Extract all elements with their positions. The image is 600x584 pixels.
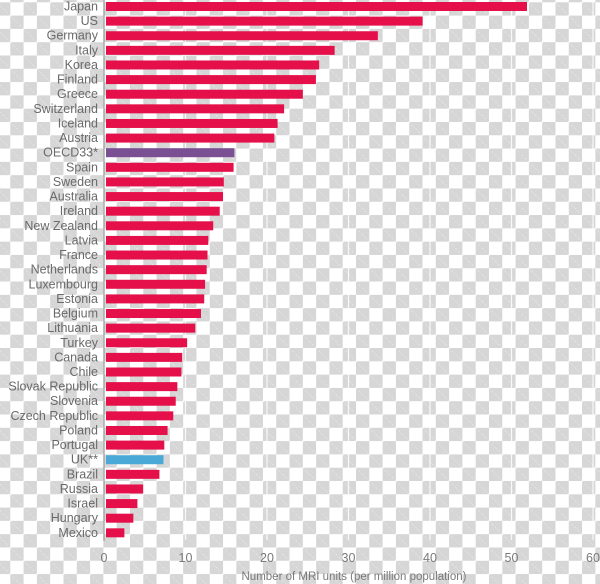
category-label: Slovak Republic xyxy=(8,380,98,394)
bar-luxembourg xyxy=(106,279,206,289)
category-label: Switzerland xyxy=(33,102,98,116)
bar-poland xyxy=(106,425,168,435)
bar-russia xyxy=(106,484,144,494)
category-label: Greece xyxy=(57,87,98,101)
x-tick-label-30: 30 xyxy=(342,551,356,565)
bar-france xyxy=(106,250,208,260)
category-label: Lithuania xyxy=(47,321,98,335)
x-tick-label-20: 20 xyxy=(260,551,274,565)
category-label: Estonia xyxy=(56,292,98,306)
category-label: Mexico xyxy=(58,526,98,540)
bar-uk xyxy=(106,455,164,465)
bar-belgium xyxy=(106,309,201,319)
category-label: Canada xyxy=(54,350,98,364)
category-label: Italy xyxy=(75,43,99,57)
category-label: Ireland xyxy=(60,204,98,218)
bar-switzerland xyxy=(106,104,285,114)
bar-slovenia xyxy=(106,396,176,406)
x-tick-label-0: 0 xyxy=(101,551,108,565)
category-label: Czech Republic xyxy=(10,409,98,423)
x-tick-label-50: 50 xyxy=(505,551,519,565)
category-label: Poland xyxy=(59,423,98,437)
category-label: Turkey xyxy=(60,336,98,350)
bar-oecd33 xyxy=(106,148,235,158)
category-label: Sweden xyxy=(53,175,98,189)
category-label: Iceland xyxy=(58,116,98,130)
bar-lithuania xyxy=(106,323,196,333)
category-label: UK** xyxy=(71,453,98,467)
bar-ireland xyxy=(106,206,220,216)
bar-slovak-republic xyxy=(106,382,178,392)
bar-brazil xyxy=(106,469,160,479)
bar-finland xyxy=(106,75,316,85)
x-tick-label-10: 10 xyxy=(179,551,193,565)
bar-australia xyxy=(106,192,223,202)
category-label: Spain xyxy=(66,160,98,174)
bar-austria xyxy=(106,133,275,143)
bar-korea xyxy=(106,60,320,70)
category-label: New Zealand xyxy=(24,219,98,233)
bar-spain xyxy=(106,162,234,172)
bar-turkey xyxy=(106,338,188,348)
x-axis-tick-labels: 0 10 20 30 40 50 60 xyxy=(101,551,600,565)
bar-us xyxy=(106,16,423,26)
category-label: Netherlands xyxy=(31,263,98,277)
bar-canada xyxy=(106,352,183,362)
bar-chile xyxy=(106,367,182,377)
bar-greece xyxy=(106,89,303,99)
category-label: Belgium xyxy=(53,307,98,321)
bar-new-zealand xyxy=(106,221,214,231)
x-tick-label-60: 60 xyxy=(586,551,600,565)
bar-series xyxy=(106,2,527,538)
bar-estonia xyxy=(106,294,205,304)
category-label: OECD33* xyxy=(43,146,98,160)
category-label: Hungary xyxy=(51,511,99,525)
category-label: Slovenia xyxy=(50,394,98,408)
bar-hungary xyxy=(106,513,134,523)
bar-mexico xyxy=(106,528,125,538)
bar-italy xyxy=(106,45,335,55)
category-label: Israel xyxy=(67,497,98,511)
bar-israel xyxy=(106,499,138,509)
category-label: Japan xyxy=(64,0,98,14)
category-label: Latvia xyxy=(65,233,98,247)
bar-czech-republic xyxy=(106,411,174,421)
bar-japan xyxy=(106,2,527,11)
category-label: Brazil xyxy=(67,467,98,481)
category-labels: JapanUSGermanyItalyKoreaFinlandGreeceSwi… xyxy=(8,0,98,540)
category-label: Finland xyxy=(57,73,98,87)
bar-portugal xyxy=(106,440,165,450)
category-label: Korea xyxy=(65,58,98,72)
bar-germany xyxy=(106,31,378,41)
category-label: Chile xyxy=(70,365,99,379)
category-label: Germany xyxy=(47,29,99,43)
category-label: Russia xyxy=(60,482,98,496)
category-label: Luxembourg xyxy=(29,277,99,291)
category-label: Portugal xyxy=(51,438,98,452)
x-tick-label-40: 40 xyxy=(423,551,437,565)
category-label: France xyxy=(59,248,98,262)
bar-iceland xyxy=(106,118,278,128)
category-label: US xyxy=(81,14,98,28)
category-label: Australia xyxy=(49,190,98,204)
bar-sweden xyxy=(106,177,224,187)
x-axis-title: Number of MRI units (per million populat… xyxy=(242,571,467,583)
bar-latvia xyxy=(106,235,209,245)
bar-netherlands xyxy=(106,265,207,275)
category-label: Austria xyxy=(59,131,98,145)
